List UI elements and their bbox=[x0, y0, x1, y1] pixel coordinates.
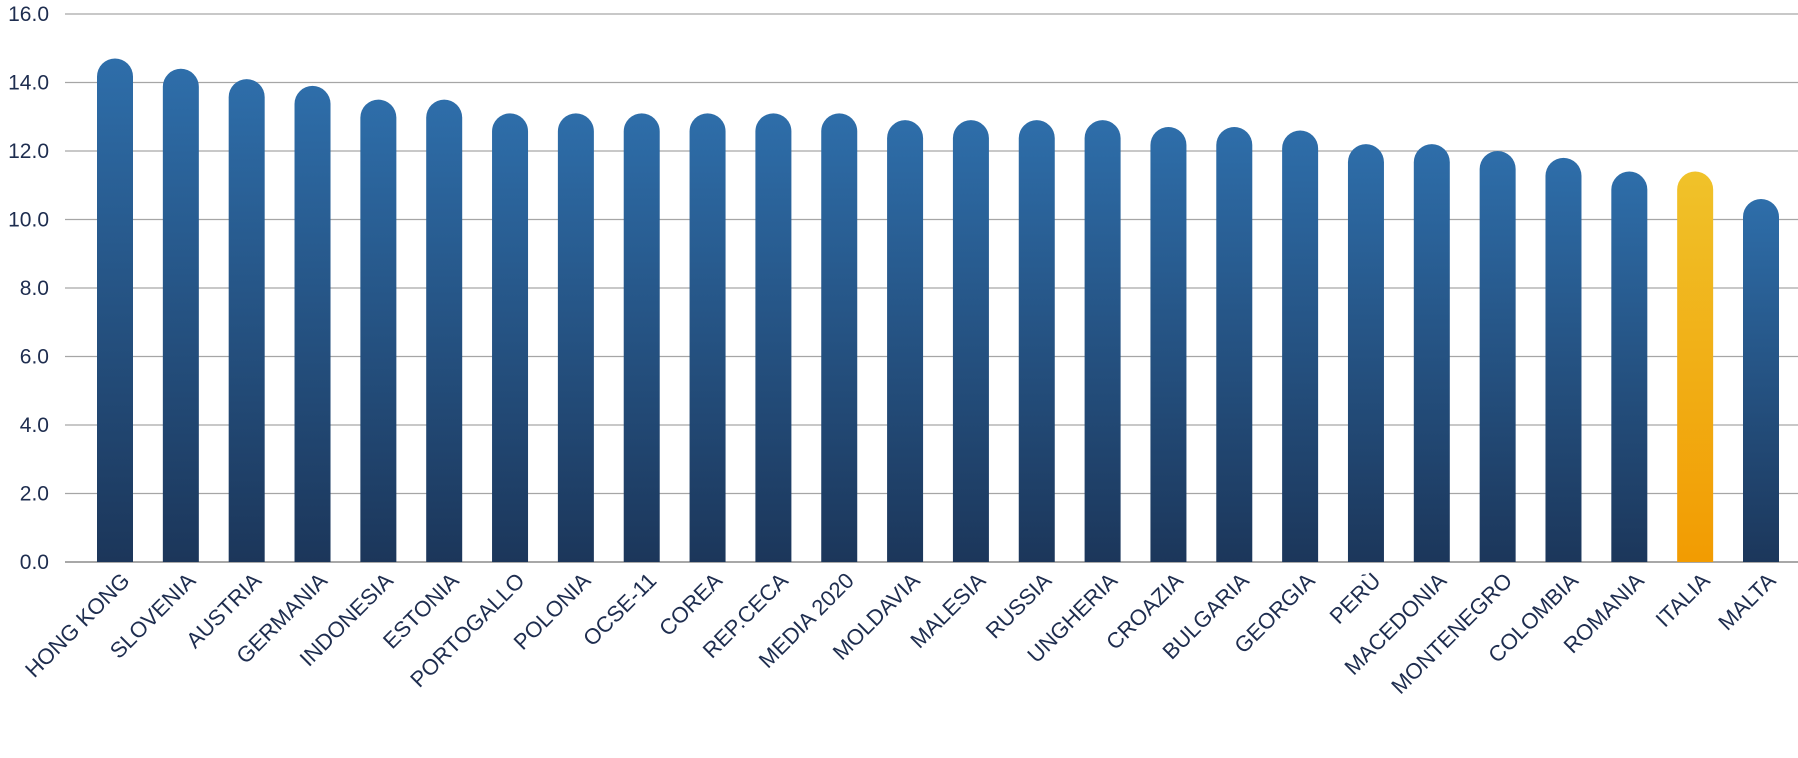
bar-highlight bbox=[1677, 171, 1714, 562]
bar bbox=[1150, 127, 1187, 562]
bar bbox=[162, 68, 199, 562]
x-category-label: MONTENEGRO bbox=[1386, 568, 1517, 699]
bar bbox=[1282, 130, 1319, 562]
x-category-label: PORTOGALLO bbox=[405, 568, 529, 692]
bar bbox=[228, 79, 265, 562]
bar bbox=[97, 58, 133, 562]
bar bbox=[1413, 144, 1450, 562]
y-tick-label: 2.0 bbox=[20, 483, 49, 506]
bar bbox=[1216, 127, 1253, 562]
x-category-label: ITALIA bbox=[1651, 568, 1715, 632]
bar bbox=[689, 113, 726, 562]
y-tick-label: 14.0 bbox=[8, 72, 49, 95]
bar bbox=[821, 113, 858, 562]
y-axis-tick-labels: 0.0 2.0 4.0 6.0 8.0 10.0 12.0 14.0 16.0 bbox=[8, 3, 49, 574]
bar bbox=[1347, 144, 1384, 562]
bar bbox=[887, 120, 924, 562]
bar bbox=[1545, 157, 1582, 562]
x-category-label: PERÙ bbox=[1325, 568, 1386, 629]
y-tick-label: 16.0 bbox=[8, 3, 49, 26]
bar bbox=[755, 113, 792, 562]
y-tick-label: 4.0 bbox=[20, 414, 49, 437]
bar bbox=[623, 113, 660, 562]
bar bbox=[426, 99, 463, 562]
bar bbox=[952, 120, 989, 562]
y-tick-label: 6.0 bbox=[20, 346, 49, 369]
x-category-label: MALTA bbox=[1713, 568, 1780, 635]
x-category-label: HONG KONG bbox=[20, 568, 134, 682]
bars bbox=[97, 58, 1779, 562]
y-tick-label: 12.0 bbox=[8, 140, 49, 163]
bar bbox=[360, 99, 397, 562]
y-tick-label: 0.0 bbox=[20, 551, 49, 574]
y-tick-label: 8.0 bbox=[20, 277, 49, 300]
x-axis-category-labels: HONG KONGSLOVENIAAUSTRIAGERMANIAINDONESI… bbox=[20, 568, 1781, 699]
x-category-label: OCSE-11 bbox=[578, 568, 661, 651]
bar bbox=[557, 113, 594, 562]
bar bbox=[492, 113, 529, 562]
y-tick-label: 10.0 bbox=[8, 209, 49, 232]
bar bbox=[1084, 120, 1121, 562]
gridlines bbox=[65, 13, 1798, 563]
bar bbox=[1611, 171, 1648, 562]
bar bbox=[1743, 198, 1779, 562]
bar bbox=[294, 85, 331, 562]
bar bbox=[1479, 151, 1516, 562]
bar bbox=[1018, 120, 1055, 562]
